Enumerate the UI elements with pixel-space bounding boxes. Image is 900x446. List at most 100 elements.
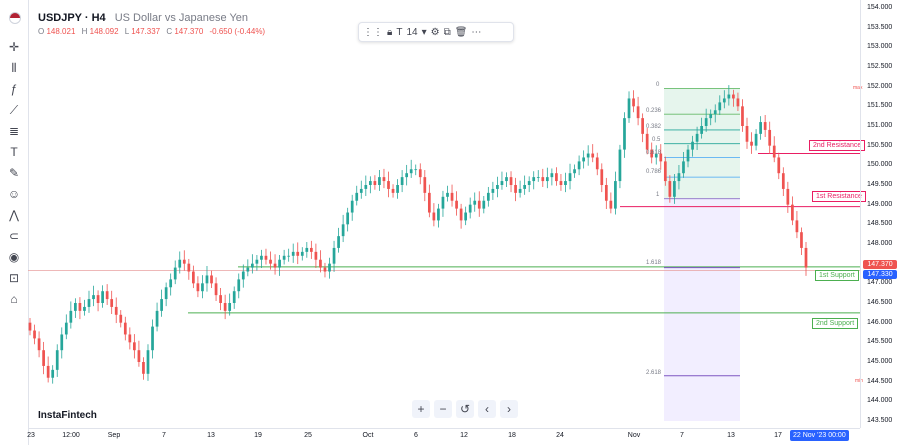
candle-body <box>237 279 241 292</box>
candle-body <box>291 251 295 256</box>
candle-body <box>691 141 694 150</box>
candle-body <box>505 177 508 182</box>
reset-button[interactable]: ↺ <box>456 400 474 418</box>
fib-label-0786: 0.786 <box>646 169 662 175</box>
candle-body <box>305 247 309 252</box>
emoji-icon[interactable]: ☺ <box>7 187 21 201</box>
price-tick: 144.500 <box>867 377 893 385</box>
fib-label-1618: 1.618 <box>646 260 662 266</box>
price-axis[interactable]: 154.000 153.500 153.000 152.500 152.000 151.5… <box>860 0 900 428</box>
open-label: O <box>38 27 45 36</box>
candle-body <box>160 299 163 311</box>
text-tool-icon[interactable]: T <box>10 145 18 159</box>
trash-icon[interactable]: 🗑︎ <box>454 26 468 38</box>
zoom-out-button[interactable]: − <box>434 400 452 418</box>
candle-body <box>364 185 368 189</box>
candle-body <box>654 153 658 158</box>
settings-icon[interactable]: ⚙ <box>430 26 440 38</box>
candle-body <box>28 322 32 331</box>
candle-body <box>441 196 445 209</box>
candle-body <box>500 181 504 185</box>
symbol-name[interactable]: USDJPY · H4 <box>38 12 106 24</box>
candle-body <box>51 369 55 378</box>
candle-body <box>636 106 640 119</box>
candle-body <box>128 334 132 343</box>
candle-body <box>555 173 558 182</box>
crosshair-icon[interactable]: ✛ <box>8 40 20 54</box>
candle-body <box>74 303 77 311</box>
candle-body <box>632 98 635 107</box>
brush-icon[interactable]: ✎ <box>8 166 20 180</box>
clone-icon[interactable]: ⧉ <box>443 26 451 38</box>
chart-area[interactable] <box>28 0 860 428</box>
fib-label-0382: 0.382 <box>646 124 662 130</box>
candle-body <box>650 149 654 158</box>
candle-body <box>695 133 699 142</box>
candle-body <box>700 126 703 134</box>
time-cursor-label: 22 Nov '23 00:00 <box>790 430 849 441</box>
candle-body <box>328 263 331 272</box>
candle-body <box>178 259 182 268</box>
magnet-icon[interactable]: ⊂ <box>8 229 20 243</box>
candle-body <box>137 350 141 362</box>
candle-body <box>373 181 377 185</box>
price-tick: 150.000 <box>867 161 893 169</box>
candle-body <box>564 181 567 185</box>
font-size-select[interactable]: 14 <box>406 26 418 38</box>
time-tick: 13 <box>207 432 215 439</box>
time-axis[interactable]: 22 Nov '23 00:00 23 12:00 Sep 7 13 19 25 Oct 6 12… <box>27 428 860 446</box>
trendline-icon[interactable]: ⟋ <box>9 102 19 117</box>
candle-body <box>486 192 490 201</box>
candle-body <box>577 161 581 170</box>
candle-body <box>791 204 794 221</box>
watermark: InstaFintech <box>38 410 97 421</box>
candle-body <box>491 188 495 193</box>
candle-body <box>781 173 785 189</box>
candle-body <box>264 255 268 260</box>
indicators-icon[interactable]: ƒ <box>10 82 18 96</box>
candle-body <box>201 283 204 292</box>
chevron-down-icon[interactable]: ▾ <box>421 26 427 38</box>
candle-body <box>396 185 399 193</box>
price-chart[interactable] <box>28 0 860 428</box>
candle-body <box>668 181 672 197</box>
zoom-in-button[interactable]: + <box>412 400 430 418</box>
time-tick: 24 <box>556 432 564 439</box>
candle-body <box>214 283 218 296</box>
price-tick: 150.500 <box>867 141 893 149</box>
candle-body <box>205 275 209 284</box>
us-flag-icon <box>9 12 21 24</box>
eye-icon[interactable]: ◉ <box>8 250 20 264</box>
pattern-icon[interactable]: ⋀ <box>9 208 19 222</box>
fib-label-05: 0.5 <box>652 137 661 143</box>
scroll-right-button[interactable]: › <box>500 400 518 418</box>
lock-icon[interactable]: ⊡ <box>8 271 20 285</box>
time-tick: 7 <box>162 432 166 439</box>
trash-icon[interactable]: ⌂ <box>10 292 18 306</box>
scroll-left-button[interactable]: ‹ <box>478 400 496 418</box>
time-tick: 7 <box>680 432 684 439</box>
candle-body <box>269 259 272 264</box>
candle-body <box>282 255 286 260</box>
more-icon[interactable]: ⋯ <box>471 26 482 38</box>
chart-nav-bar: + − ↺ ‹ › <box>412 400 518 418</box>
candle-body <box>464 212 468 221</box>
candles-icon[interactable]: ⦀ <box>11 60 17 75</box>
candle-body <box>155 310 159 327</box>
text-icon[interactable]: T <box>396 26 403 38</box>
drag-handle-icon[interactable]: ⋮⋮ <box>363 26 383 38</box>
candle-body <box>595 157 599 170</box>
candle-body <box>210 275 213 284</box>
fib-tool-icon[interactable]: ≣ <box>8 124 20 138</box>
candle-body <box>772 145 776 158</box>
candle-body <box>105 291 109 300</box>
candle-body <box>677 173 681 182</box>
ohlc-readout: O 148.021 H 148.092 L 147.337 C 147.370 … <box>38 27 269 36</box>
candle-body <box>37 338 41 351</box>
candle-body <box>87 299 91 307</box>
time-tick: 18 <box>508 432 516 439</box>
candle-body <box>260 255 263 260</box>
symbol-header: USDJPY · H4 US Dollar vs Japanese Yen <box>38 12 248 24</box>
price-tick: 152.500 <box>867 63 893 70</box>
lock-icon[interactable]: 🔒︎ <box>387 26 393 38</box>
